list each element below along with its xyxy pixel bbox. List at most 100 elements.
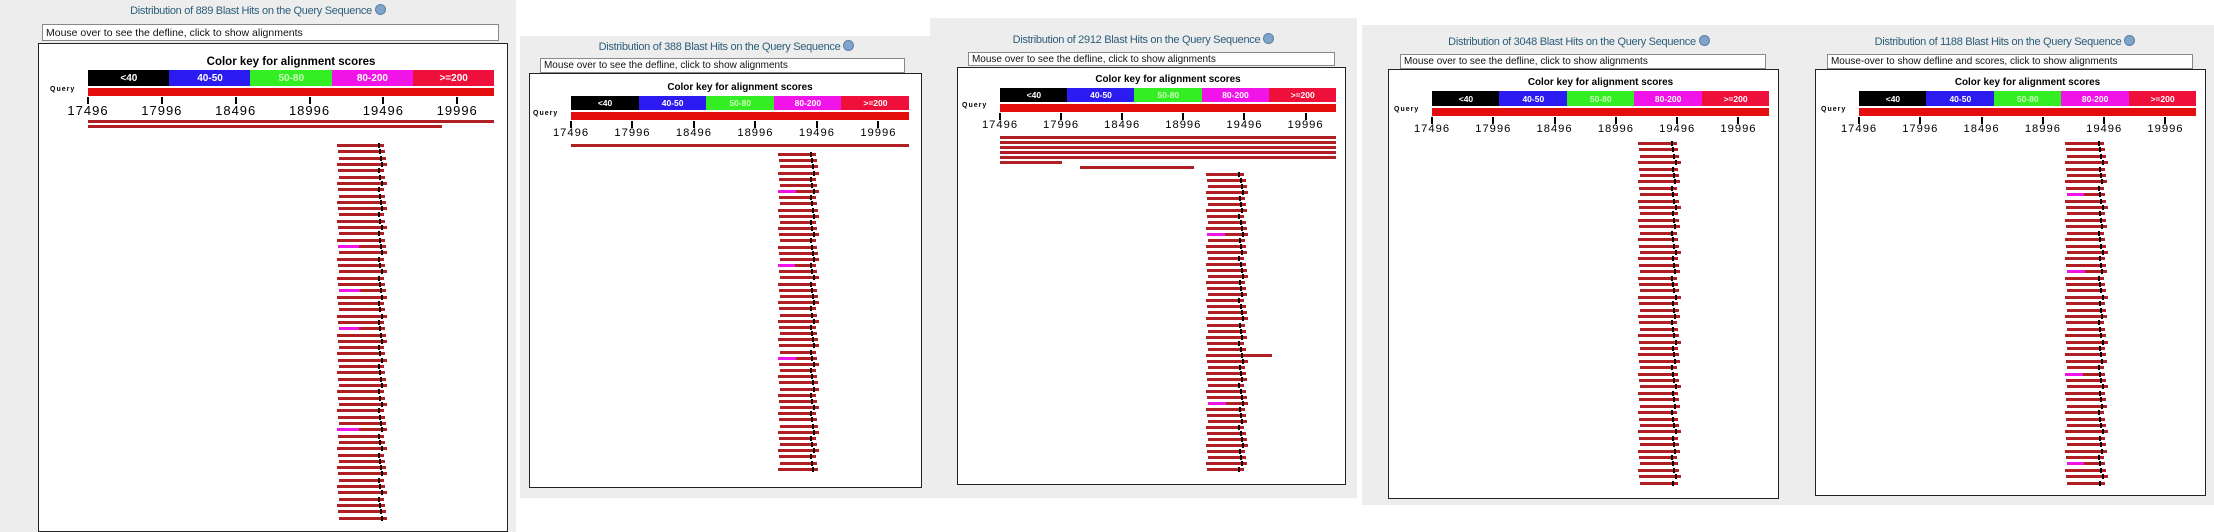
hit-bar[interactable] <box>779 270 818 274</box>
hit-bar[interactable] <box>338 478 385 482</box>
hit-bar[interactable] <box>336 276 384 280</box>
hit-bar[interactable] <box>1207 401 1248 405</box>
hit-bar[interactable] <box>336 295 388 299</box>
hit-bar[interactable] <box>2066 186 2105 190</box>
hit-bar[interactable] <box>778 393 817 397</box>
hit-bar[interactable] <box>1638 238 1679 242</box>
hit-bar-low-score[interactable] <box>2067 193 2085 197</box>
hit-bar[interactable] <box>779 325 816 329</box>
hit-bar[interactable] <box>780 257 820 261</box>
hit-bar[interactable] <box>1640 289 1680 293</box>
hit-bar[interactable] <box>1638 199 1680 203</box>
hit-bar[interactable] <box>336 162 388 166</box>
hit-bar[interactable] <box>1639 282 1679 286</box>
hit-bar[interactable] <box>1639 455 1678 459</box>
hit-bar[interactable] <box>2065 161 2108 165</box>
hit-bar[interactable] <box>780 350 817 354</box>
hit-bar[interactable] <box>1205 209 1248 213</box>
hit-bar[interactable] <box>2065 199 2107 203</box>
hit-bar[interactable] <box>338 402 387 406</box>
hit-bar[interactable] <box>2067 385 2108 389</box>
hit-bar[interactable] <box>778 338 818 342</box>
hit-bar[interactable] <box>1000 141 1336 144</box>
hit-bar[interactable] <box>337 264 386 268</box>
hit-bar[interactable] <box>780 443 818 447</box>
hit-bar[interactable] <box>1207 275 1248 279</box>
hit-bar[interactable] <box>338 516 388 520</box>
hit-bar[interactable] <box>1206 341 1245 345</box>
hit-bar[interactable] <box>2067 308 2106 312</box>
hit-bar[interactable] <box>336 485 386 489</box>
hit-bar[interactable] <box>1206 431 1246 435</box>
help-icon[interactable] <box>843 40 855 51</box>
hit-bar[interactable] <box>336 314 387 318</box>
hit-bar[interactable] <box>2066 167 2105 171</box>
hit-bar[interactable] <box>2067 327 2106 331</box>
hit-bar[interactable] <box>1205 299 1245 303</box>
hit-bar[interactable] <box>1639 417 1679 421</box>
hit-bar[interactable] <box>2066 148 2106 152</box>
hit-bar[interactable] <box>337 301 385 305</box>
hit-bar-low-score[interactable] <box>778 264 796 268</box>
hit-bar[interactable] <box>336 466 387 470</box>
hit-bar[interactable] <box>778 190 819 194</box>
hit-bar[interactable] <box>1638 180 1681 184</box>
hit-bar[interactable] <box>2066 417 2106 421</box>
hit-bar[interactable] <box>779 344 820 348</box>
hit-bar[interactable] <box>2066 263 2106 267</box>
hit-bar[interactable] <box>1638 372 1679 376</box>
hit-bar[interactable] <box>338 213 385 217</box>
hit-bar[interactable] <box>336 352 386 356</box>
hit-bar[interactable] <box>1640 462 1679 466</box>
hit-bar[interactable] <box>780 276 819 280</box>
hit-bar[interactable] <box>1639 206 1681 210</box>
hit-bar[interactable] <box>1640 443 1679 447</box>
hit-bar[interactable] <box>1639 398 1679 402</box>
hit-bar[interactable] <box>1206 251 1248 255</box>
hit-bar[interactable] <box>2066 244 2107 248</box>
hit-bar[interactable] <box>1205 173 1245 176</box>
help-icon[interactable] <box>374 4 386 15</box>
hit-bar[interactable] <box>1000 136 1336 139</box>
query-bar[interactable] <box>88 88 494 96</box>
hit-bar[interactable] <box>1207 383 1245 387</box>
hit-bar[interactable] <box>2066 379 2107 383</box>
hit-bar[interactable] <box>1640 212 1678 216</box>
hit-bar[interactable] <box>2065 295 2108 299</box>
hit-bar[interactable] <box>780 202 817 206</box>
hit-bar[interactable] <box>780 332 817 336</box>
hit-bar[interactable] <box>780 165 818 169</box>
hit-bar[interactable] <box>1206 287 1247 291</box>
hit-bar[interactable] <box>1207 185 1247 189</box>
hit-bar[interactable] <box>2067 404 2108 408</box>
hit-bar[interactable] <box>778 264 817 268</box>
hit-bar-low-score[interactable] <box>778 356 796 360</box>
hit-bar[interactable] <box>1207 257 1245 261</box>
hit-bar[interactable] <box>337 150 385 154</box>
hit-bar[interactable] <box>337 491 387 495</box>
hit-bar[interactable] <box>1640 270 1681 274</box>
hit-bar[interactable] <box>1205 353 1247 357</box>
hit-bar[interactable] <box>337 339 388 343</box>
hit-bar[interactable] <box>337 434 385 438</box>
hit-bar[interactable] <box>336 504 385 508</box>
hit-bar[interactable] <box>337 415 385 419</box>
hit-bar[interactable] <box>338 156 387 160</box>
hit-bar[interactable] <box>1000 151 1336 154</box>
hit-bar[interactable] <box>2067 270 2108 274</box>
hit-bar[interactable] <box>1205 407 1245 411</box>
hit-bar[interactable] <box>778 153 816 156</box>
hit-bar[interactable] <box>779 436 817 440</box>
hit-bar[interactable] <box>779 362 819 366</box>
hit-bar[interactable] <box>780 313 818 317</box>
hit-bar[interactable] <box>88 120 494 123</box>
hit-bar[interactable] <box>1079 166 1194 169</box>
hit-bar[interactable] <box>338 175 386 179</box>
hit-bar[interactable] <box>2065 238 2106 242</box>
hit-bar[interactable] <box>1205 389 1246 393</box>
hit-bar[interactable] <box>2066 321 2105 325</box>
hit-bar[interactable] <box>2066 206 2108 210</box>
hit-bar[interactable] <box>2067 347 2105 351</box>
hit-bar[interactable] <box>2065 142 2105 145</box>
hit-bar-low-score[interactable] <box>336 428 360 432</box>
